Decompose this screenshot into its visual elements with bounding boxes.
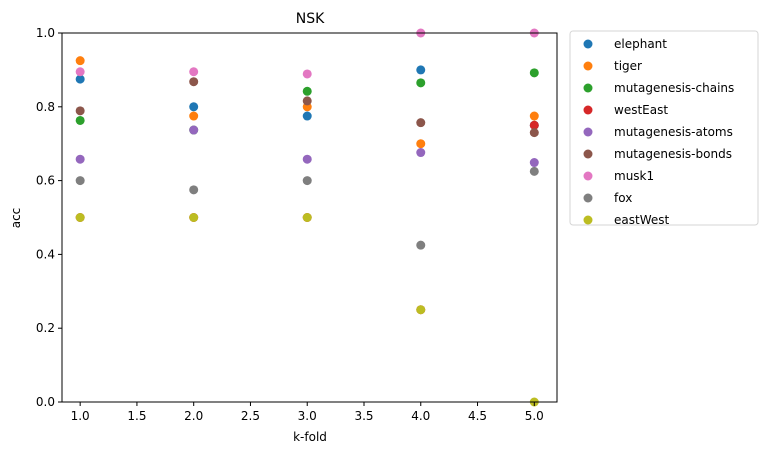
x-axis-label: k-fold [293,430,327,444]
x-tick-label: 1.5 [127,409,146,423]
x-tick-label: 4.5 [468,409,487,423]
legend-label: eastWest [614,213,669,227]
data-point-eastWest [75,213,85,222]
data-point-fox [189,185,199,195]
data-point-eastWest [416,305,426,315]
data-point-elephant [189,102,199,112]
x-axis: 1.0 1.5 2.0 2.5 3.0 3.5 4.0 4.5 5.0 [71,402,544,423]
legend-label: tiger [614,59,642,73]
plot-area [75,28,539,407]
legend-label: westEast [614,103,668,117]
data-point-elephant [75,74,85,84]
data-point-mutagenesis-atoms [75,154,85,164]
data-point-mutagenesis-chains [416,78,426,88]
legend: elephant tiger mutagenesis-chains westEast m… [569,30,759,227]
legend-marker [583,171,593,181]
legend-marker [583,149,593,159]
legend-label: musk1 [614,169,654,183]
data-point-musk1 [302,69,312,79]
plot-frame [61,32,558,403]
x-tick-label: 2.5 [241,409,260,423]
data-point-mutagenesis-chains [529,68,539,78]
x-tick-label: 4.0 [411,409,430,423]
data-point-mutagenesis-atoms [416,148,426,158]
data-point-musk1 [189,67,199,77]
legend-marker [583,193,593,203]
y-tick-label: 0.6 [36,174,55,188]
y-tick-label: 0.0 [36,395,55,409]
data-point-eastWest [302,213,312,222]
legend-box [569,30,759,226]
data-point-tiger [75,56,85,66]
legend-label: mutagenesis-chains [614,81,734,95]
data-point-fox [302,176,312,186]
data-point-tiger [416,139,426,149]
data-point-tiger [529,111,539,121]
data-point-mutagenesis-chains [302,86,312,96]
data-point-fox [529,166,539,176]
x-tick-label: 3.0 [298,409,317,423]
legend-marker [583,105,593,115]
data-point-fox [416,240,426,250]
legend-label: mutagenesis-bonds [614,147,732,161]
y-tick-label: 0.2 [36,321,55,335]
legend-label: mutagenesis-atoms [614,125,733,139]
data-point-eastWest [189,213,199,222]
data-point-mutagenesis-bonds [189,77,199,87]
y-tick-label: 0.8 [36,100,55,114]
legend-marker [583,83,593,93]
data-point-mutagenesis-bonds [416,118,426,128]
x-tick-label: 2.0 [184,409,203,423]
y-axis: 0.0 0.2 0.4 0.6 0.8 1.0 [36,26,62,409]
data-point-elephant [302,111,312,121]
x-tick-label: 3.5 [354,409,373,423]
data-point-musk1 [75,67,85,77]
legend-marker [583,127,593,137]
data-point-elephant [416,65,426,75]
data-point-mutagenesis-bonds [302,96,312,106]
legend-marker [583,61,593,71]
data-point-mutagenesis-atoms [529,158,539,168]
legend-label: fox [614,191,632,205]
data-point-mutagenesis-chains [75,115,85,125]
data-point-mutagenesis-bonds [75,106,85,116]
x-tick-label: 1.0 [71,409,90,423]
data-point-mutagenesis-atoms [302,154,312,164]
y-tick-label: 1.0 [36,26,55,40]
y-tick-label: 0.4 [36,247,55,261]
data-point-fox [75,176,85,186]
legend-label: elephant [614,37,667,51]
data-point-mutagenesis-bonds [529,128,539,138]
chart-title: NSK [296,11,325,27]
legend-marker [583,215,593,225]
data-point-mutagenesis-atoms [189,125,199,135]
data-point-tiger [189,111,199,121]
y-axis-label: acc [9,208,23,229]
x-tick-label: 5.0 [525,409,544,423]
legend-marker [583,39,593,49]
data-point-westEast [529,120,539,130]
